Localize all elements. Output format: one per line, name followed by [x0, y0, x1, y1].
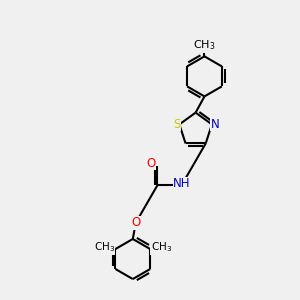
Text: NH: NH — [173, 177, 191, 190]
Text: O: O — [131, 216, 140, 229]
Text: CH$_3$: CH$_3$ — [94, 241, 115, 254]
Text: O: O — [146, 157, 155, 170]
Text: S: S — [173, 118, 181, 131]
Text: N: N — [211, 118, 219, 131]
Text: CH$_3$: CH$_3$ — [193, 38, 216, 52]
Text: CH$_3$: CH$_3$ — [151, 241, 172, 254]
